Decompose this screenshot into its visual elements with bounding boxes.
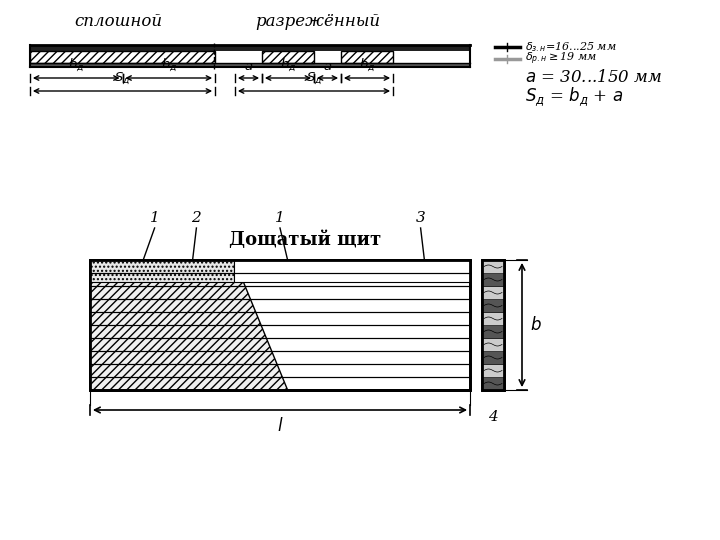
Text: $a$ = 30...150 мм: $a$ = 30...150 мм [525,70,662,86]
Bar [30,45,470,51]
Bar [482,299,504,312]
Text: $b_д$: $b_д$ [161,56,177,73]
Bar [30,63,470,67]
Polygon shape [235,260,470,282]
Text: $\delta_{з.н}$=16...25 мм: $\delta_{з.н}$=16...25 мм [525,40,616,54]
Text: 1: 1 [275,211,285,225]
Bar [482,260,504,390]
Bar [341,51,393,63]
Text: 1: 1 [150,211,159,225]
Bar [482,364,504,377]
Text: $b_д$: $b_д$ [68,56,84,73]
Bar [482,377,504,390]
Bar [482,260,504,273]
Bar [262,51,314,63]
Bar [90,260,470,390]
Text: $l$: $l$ [276,417,283,435]
Text: $\delta_{р.н}$$\geq$19 мм: $\delta_{р.н}$$\geq$19 мм [525,51,597,67]
Bar [482,286,504,299]
Text: 2: 2 [192,211,202,225]
Text: сплошной: сплошной [74,14,162,30]
Text: $S_д$: $S_д$ [114,70,130,86]
Bar [482,338,504,351]
Text: $b_д$: $b_д$ [280,56,296,73]
Text: $a$: $a$ [244,60,253,73]
Bar [30,51,215,63]
Bar [90,260,470,390]
Text: $S_д$ = $b_д$ + $a$: $S_д$ = $b_д$ + $a$ [525,86,624,109]
Polygon shape [90,260,235,282]
Polygon shape [90,260,287,390]
Bar [482,351,504,364]
Bar [482,325,504,338]
Text: разрежённый: разрежённый [256,14,381,30]
Text: 3: 3 [415,211,426,225]
Bar [482,312,504,325]
Text: Дощатый щит: Дощатый щит [229,231,381,249]
Text: $S_д$: $S_д$ [306,70,322,86]
Bar [482,260,504,390]
Text: 4: 4 [488,410,498,424]
Bar [482,273,504,286]
Text: $a$: $a$ [323,60,332,73]
Text: $b_д$: $b_д$ [359,56,375,73]
Text: $b$: $b$ [530,316,541,334]
